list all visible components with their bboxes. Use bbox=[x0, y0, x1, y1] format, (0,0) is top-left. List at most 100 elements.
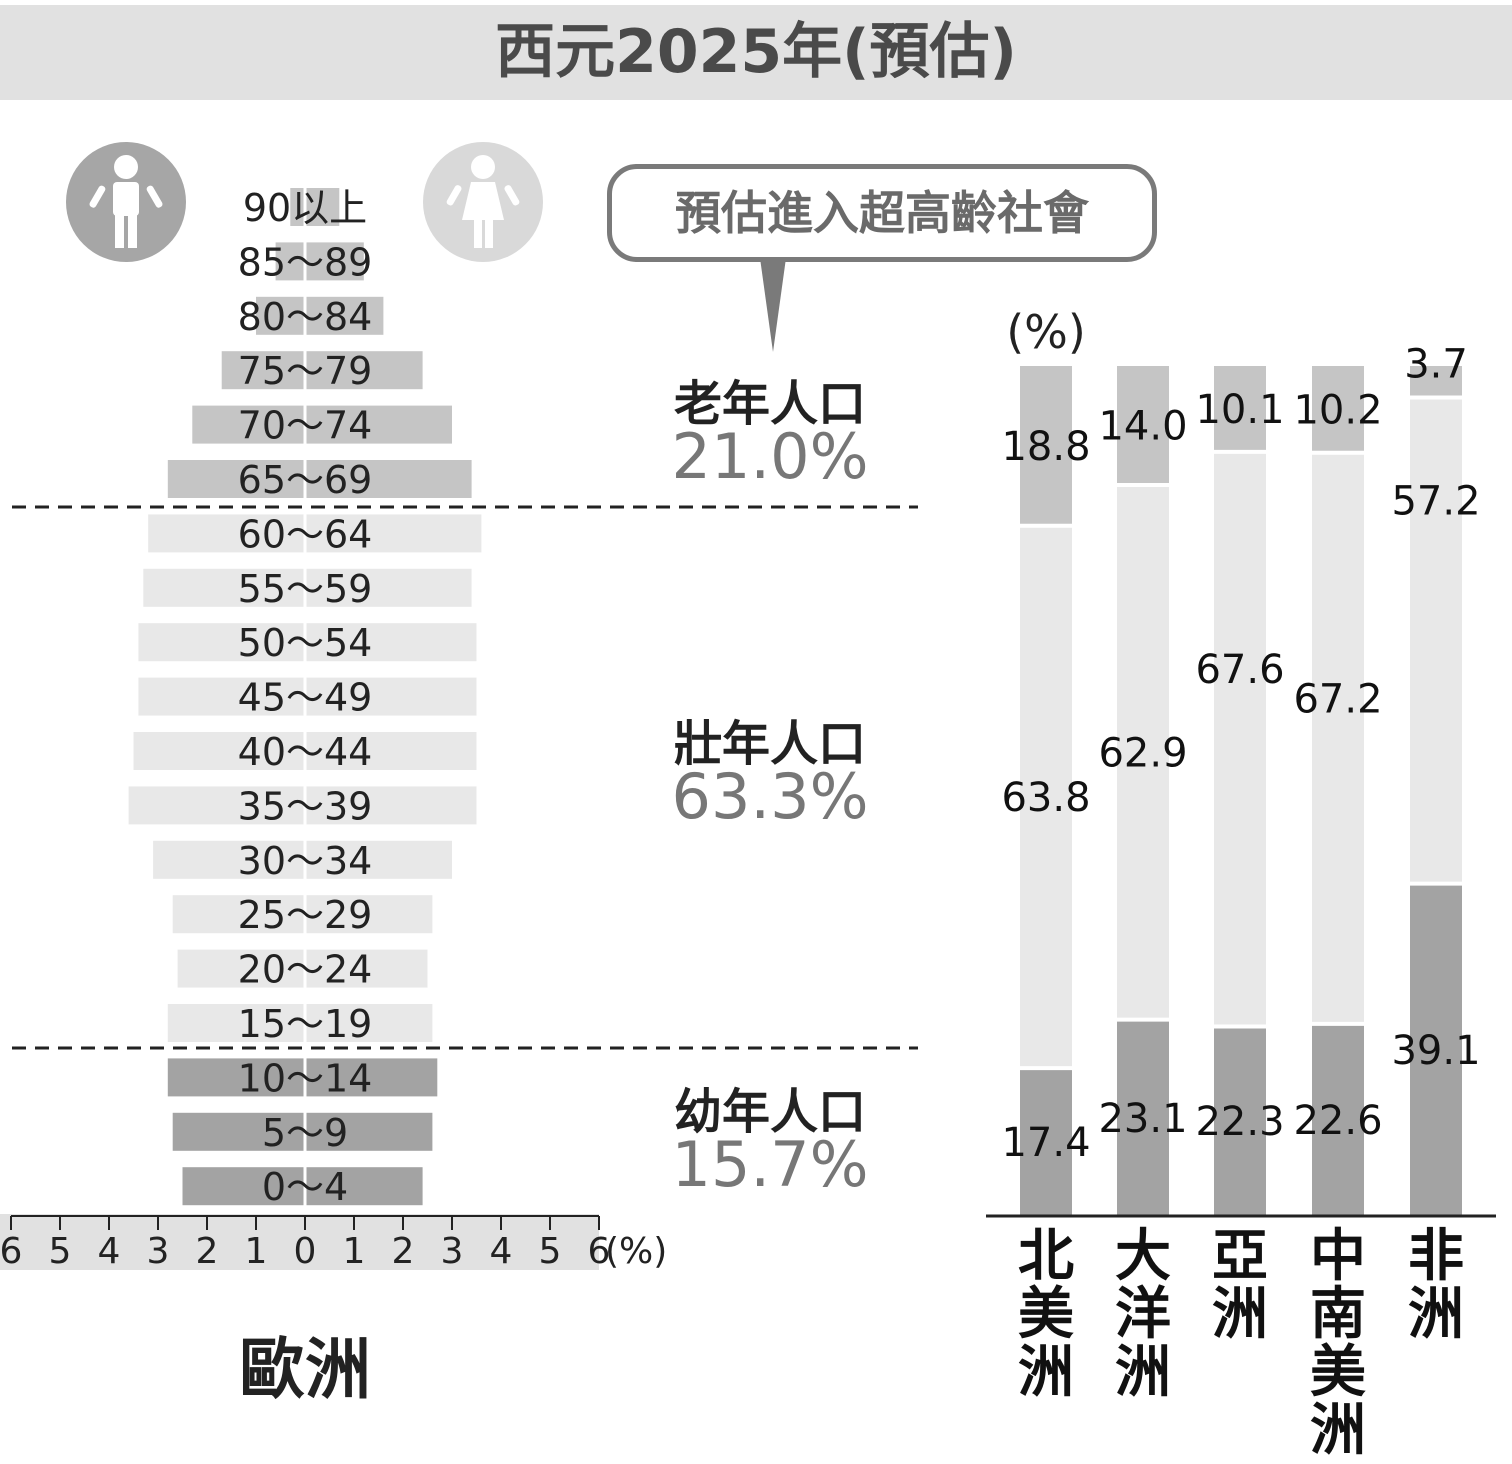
pyramid-age-label: 45～49 bbox=[238, 676, 373, 720]
pyramid-bar-left bbox=[290, 188, 305, 226]
pyramid-bar-left bbox=[256, 296, 305, 335]
pyramid-x-tick-label: 3 bbox=[441, 1231, 464, 1272]
pyramid-bar-left bbox=[167, 460, 305, 498]
stacked-value-label: 67.6 bbox=[1195, 647, 1284, 693]
pyramid-bar-right bbox=[305, 623, 477, 662]
pyramid-x-tick-label: 0 bbox=[294, 1231, 317, 1272]
pyramid-x-tick-label: 2 bbox=[196, 1231, 219, 1272]
stacked-value-label: 67.2 bbox=[1293, 676, 1382, 722]
pyramid-bar-right bbox=[305, 460, 472, 498]
stacked-category-label: 中 南 美 洲 bbox=[1310, 1224, 1366, 1463]
pyramid-x-tick-label: 6 bbox=[588, 1231, 611, 1272]
stacked-bar-segment-working bbox=[1312, 452, 1364, 1024]
pyramid-age-label: 40～44 bbox=[238, 730, 373, 774]
stacked-bar-segment-young bbox=[1117, 1019, 1169, 1216]
stacked-value-label: 18.8 bbox=[1001, 424, 1090, 470]
pyramid-age-label: 5～9 bbox=[262, 1111, 348, 1155]
pyramid-x-unit: (%) bbox=[605, 1231, 667, 1272]
stacked-value-label: 3.7 bbox=[1404, 342, 1468, 388]
stacked-category-label: 非 洲 bbox=[1408, 1224, 1464, 1347]
pyramid-x-tick-label: 3 bbox=[147, 1231, 170, 1272]
pyramid-bar-right bbox=[305, 677, 477, 716]
stacked-value-label: 22.3 bbox=[1195, 1099, 1284, 1145]
stacked-y-unit: (%) bbox=[1006, 305, 1086, 359]
pyramid-bar-right bbox=[305, 732, 477, 770]
pyramid-x-tick-label: 4 bbox=[98, 1231, 121, 1272]
pyramid-x-tick-label: 6 bbox=[0, 1231, 22, 1272]
pyramid-age-label: 65～69 bbox=[238, 458, 373, 502]
group-label-working: 壯年人口 bbox=[673, 716, 866, 772]
group-label-elderly: 老年人口 bbox=[673, 376, 866, 432]
pyramid-age-label: 55～59 bbox=[238, 567, 373, 611]
pyramid-bar-right bbox=[305, 949, 428, 988]
stacked-bar-segment-elderly bbox=[1117, 366, 1169, 485]
pyramid-bar-left bbox=[275, 242, 305, 281]
pyramid-bar-right bbox=[305, 188, 340, 226]
stacked-value-label: 10.2 bbox=[1293, 387, 1382, 433]
stacked-value-label: 14.0 bbox=[1098, 404, 1187, 450]
pyramid-bar-left bbox=[167, 1004, 305, 1042]
stacked-category-label: 北 美 洲 bbox=[1018, 1224, 1074, 1405]
pyramid-x-tick-label: 1 bbox=[245, 1231, 268, 1272]
pyramid-age-label: 35～39 bbox=[238, 784, 373, 828]
pyramid-age-label: 20～24 bbox=[238, 948, 373, 992]
callout-pointer bbox=[760, 258, 786, 352]
pyramid-bar-left bbox=[133, 732, 305, 770]
pyramid-x-tick-label: 5 bbox=[49, 1231, 72, 1272]
stacked-bar-segment-elderly bbox=[1312, 366, 1364, 453]
pyramid-bar-left bbox=[167, 1058, 305, 1097]
pyramid-age-label: 0～4 bbox=[262, 1165, 348, 1209]
pyramid-bar-left bbox=[138, 623, 305, 662]
stacked-bar-segment-elderly bbox=[1410, 366, 1462, 398]
pyramid-bar-right bbox=[305, 296, 384, 335]
group-value-working: 63.3% bbox=[671, 760, 869, 833]
stacked-bar-segment-elderly bbox=[1020, 366, 1072, 526]
stacked-value-label: 57.2 bbox=[1391, 479, 1480, 525]
pyramid-bar-right bbox=[305, 1167, 423, 1206]
page-title: 西元2025年(預估) bbox=[495, 17, 1017, 87]
male-person-icon bbox=[66, 142, 186, 262]
pyramid-bar-left bbox=[128, 786, 305, 825]
pyramid-bar-left bbox=[153, 840, 305, 879]
pyramid-bar-right bbox=[305, 895, 433, 934]
pyramid-age-label: 60～64 bbox=[238, 512, 373, 556]
pyramid-age-label: 50～54 bbox=[238, 621, 373, 665]
stacked-value-label: 23.1 bbox=[1098, 1096, 1187, 1142]
pyramid-bar-left bbox=[177, 949, 305, 988]
pyramid-bar-right bbox=[305, 1058, 438, 1097]
pyramid-bar-right bbox=[305, 242, 364, 281]
pyramid-bar-right bbox=[305, 514, 482, 553]
stacked-category-label: 大 洋 洲 bbox=[1115, 1224, 1171, 1405]
title-bar bbox=[0, 5, 1512, 100]
stacked-bar-segment-young bbox=[1410, 883, 1462, 1216]
pyramid-age-label: 80～84 bbox=[238, 295, 373, 339]
stacked-bar-segment-young bbox=[1020, 1068, 1072, 1216]
stacked-value-label: 22.6 bbox=[1293, 1098, 1382, 1144]
stacked-bar-segment-elderly bbox=[1214, 366, 1266, 452]
pyramid-age-label: 30～34 bbox=[238, 839, 373, 883]
pyramid-axis-band bbox=[0, 1214, 599, 1270]
pyramid-age-label: 85～89 bbox=[238, 240, 373, 284]
pyramid-x-tick-label: 4 bbox=[490, 1231, 513, 1272]
pyramid-bar-left bbox=[143, 568, 305, 607]
pyramid-age-label: 75～79 bbox=[238, 349, 373, 393]
stacked-value-label: 10.1 bbox=[1195, 387, 1284, 433]
female-person-icon bbox=[423, 142, 543, 262]
group-value-elderly: 21.0% bbox=[671, 420, 869, 493]
stacked-bar-segment-working bbox=[1410, 397, 1462, 884]
pyramid-bar-right bbox=[305, 351, 423, 390]
stacked-bar-segment-working bbox=[1117, 485, 1169, 1020]
pyramid-x-tick-label: 5 bbox=[539, 1231, 562, 1272]
stacked-value-label: 17.4 bbox=[1001, 1120, 1090, 1166]
pyramid-bar-right bbox=[305, 1004, 433, 1042]
pyramid-bar-left bbox=[192, 405, 305, 444]
stacked-bar-segment-young bbox=[1214, 1026, 1266, 1216]
pyramid-bar-left bbox=[148, 514, 305, 553]
pyramid-bar-left bbox=[138, 677, 305, 716]
pyramid-bar-right bbox=[305, 405, 452, 444]
stacked-value-label: 63.8 bbox=[1001, 775, 1090, 821]
pyramid-x-tick-label: 2 bbox=[392, 1231, 415, 1272]
pyramid-bar-left bbox=[172, 1112, 305, 1151]
pyramid-x-tick-label: 1 bbox=[343, 1231, 366, 1272]
